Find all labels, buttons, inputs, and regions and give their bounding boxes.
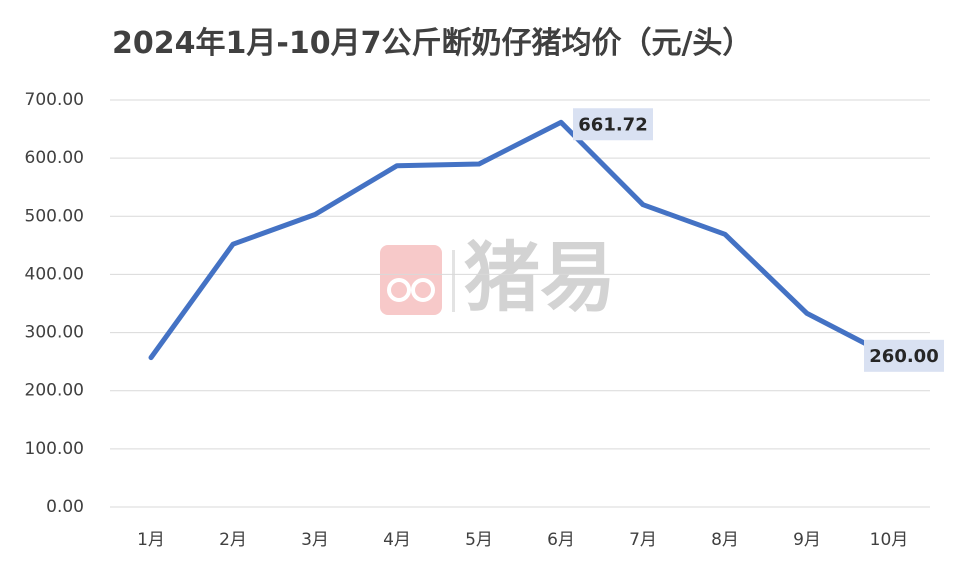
gridlines (110, 99, 930, 508)
y-tick-label: 0.00 (46, 497, 84, 517)
x-axis-ticks: 1月 2月 3月 4月 5月 6月 7月 8月 9月 10月 (137, 530, 908, 550)
x-tick-label: 4月 (383, 530, 411, 550)
watermark-logo-ring-icon (387, 278, 411, 302)
watermark-logo-icon (380, 245, 442, 315)
y-tick-label: 500.00 (25, 206, 84, 226)
x-tick-label: 8月 (711, 530, 739, 550)
x-tick-label: 6月 (547, 530, 575, 550)
x-tick-label: 3月 (301, 530, 329, 550)
x-tick-label: 1月 (137, 530, 165, 550)
x-tick-label: 7月 (629, 530, 657, 550)
y-tick-label: 700.00 (25, 90, 84, 110)
y-tick-label: 600.00 (25, 148, 84, 168)
y-tick-label: 200.00 (25, 381, 84, 401)
y-tick-label: 300.00 (25, 323, 84, 343)
x-tick-label: 2月 (219, 530, 247, 550)
chart-title: 2024年1月-10月7公斤断奶仔猪均价（元/头） (112, 26, 753, 61)
data-label: 260.00 (869, 346, 938, 367)
y-axis-ticks: 0.00 100.00 200.00 300.00 400.00 500.00 600.00… (25, 90, 84, 517)
x-tick-label: 5月 (465, 530, 493, 550)
watermark-divider (452, 250, 455, 312)
x-tick-label: 10月 (870, 530, 909, 550)
y-tick-label: 100.00 (25, 439, 84, 459)
watermark-logo-ring-icon (411, 278, 435, 302)
y-tick-label: 400.00 (25, 264, 84, 284)
watermark-text: 猪易 (464, 233, 616, 322)
watermark: 猪易 (380, 233, 616, 322)
data-label-box (864, 339, 944, 372)
x-tick-label: 9月 (793, 530, 821, 550)
data-label-box (573, 108, 653, 141)
data-label: 661.72 (578, 114, 647, 135)
series-line (148, 119, 892, 361)
data-labels: 661.72 260.00 (573, 108, 944, 372)
